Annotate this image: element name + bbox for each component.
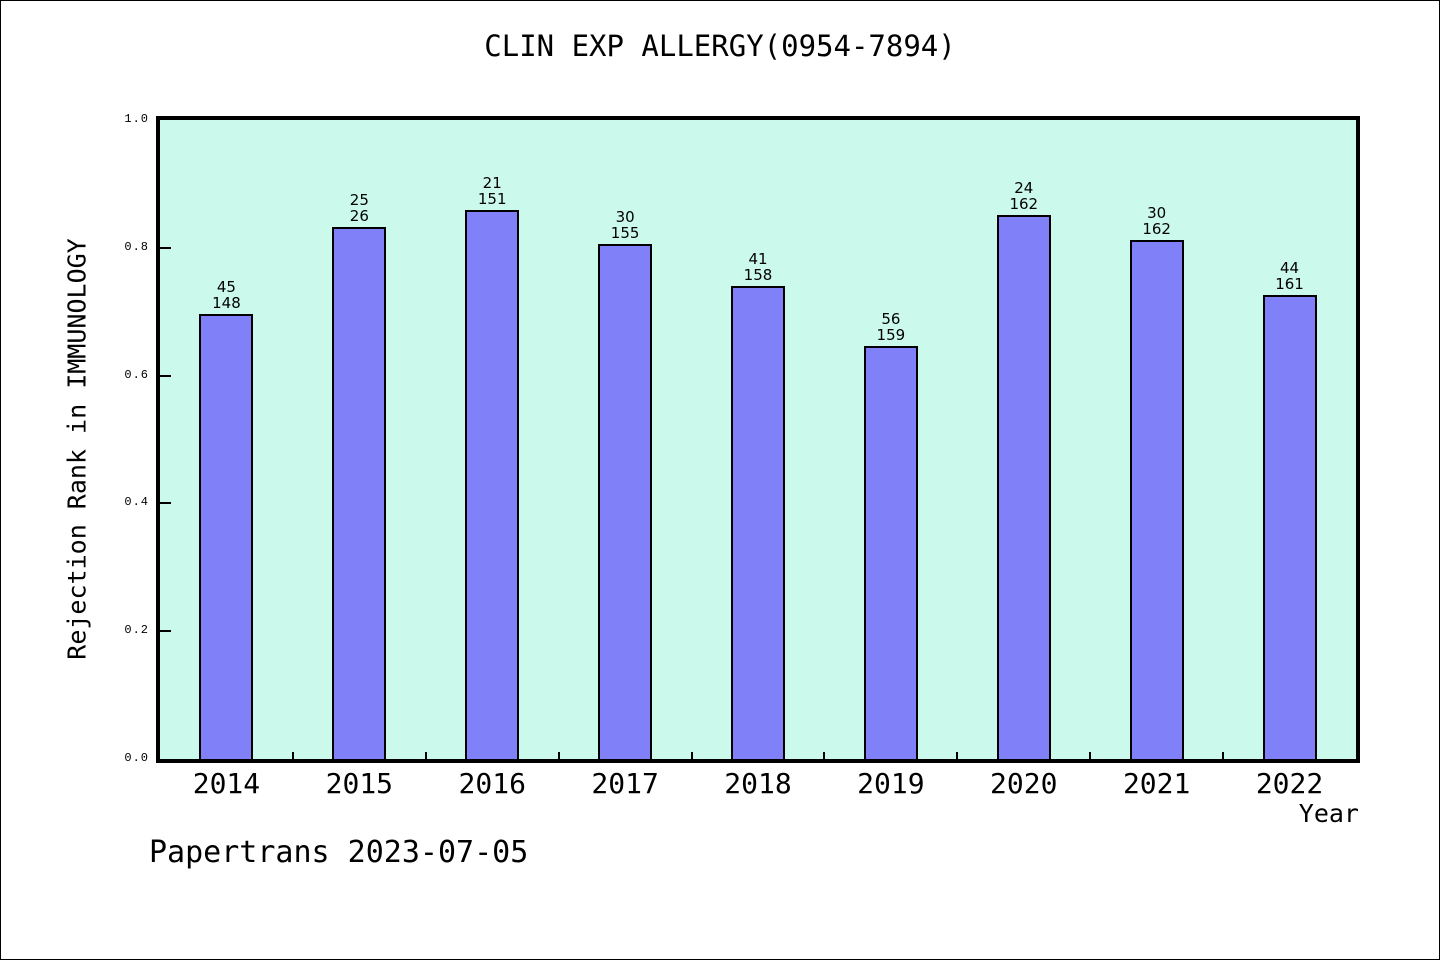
bar-value-bottom: 151 [477, 190, 507, 209]
x-tick-mark [823, 752, 826, 759]
y-tick-label-0.0: 0.0 [124, 751, 149, 765]
bar-value-top: 44 [1280, 259, 1300, 278]
bar-2019 [863, 345, 918, 759]
y-tick-label-0.4: 0.4 [124, 495, 149, 510]
bar-2014 [199, 314, 254, 759]
y-tick-label-0.2: 0.2 [124, 623, 149, 638]
bar-value-bottom: 148 [212, 294, 241, 313]
bar-2017 [598, 243, 653, 759]
x-tick-label-2018: 2018 [724, 767, 792, 800]
bar-2022 [1262, 295, 1317, 759]
bar-2020 [996, 215, 1051, 759]
bar-value-top: 21 [482, 174, 502, 193]
watermark-text: Papertrans 2023-07-05 [149, 835, 529, 870]
bar-2021 [1129, 239, 1184, 759]
bar-value-label-2017: 30 155 [570, 209, 680, 241]
y-tick-mark [160, 630, 171, 633]
bar-value-top: 45 [216, 278, 236, 297]
y-tick-mark [160, 246, 171, 249]
x-tick-label-2020: 2020 [990, 767, 1058, 800]
x-tick-label-2016: 2016 [458, 767, 526, 800]
bar-value-bottom: 26 [349, 206, 369, 225]
bar-value-top: 24 [1014, 179, 1034, 198]
bar-value-bottom: 162 [1142, 219, 1171, 238]
x-tick-label-2017: 2017 [591, 767, 659, 800]
bar-value-top: 30 [1147, 203, 1167, 222]
x-tick-label-2022: 2022 [1255, 767, 1324, 800]
bar-value-label-2015: 25 26 [304, 192, 414, 224]
bar-value-top: 41 [748, 250, 768, 269]
x-tick-mark [690, 752, 693, 759]
x-tick-mark [1222, 752, 1225, 759]
y-axis-title: Rejection Rank in IMMUNOLOGY [62, 238, 92, 660]
chart-title: CLIN EXP ALLERGY(0954-7894) [484, 29, 956, 63]
bar-value-top: 25 [349, 190, 369, 209]
bar-value-bottom: 158 [743, 266, 773, 285]
plot-area: 45 148 25 26 21 151 30 155 41 158 56 159 24 162 30 162 4… [156, 116, 1360, 763]
bar-value-bottom: 161 [1275, 275, 1304, 294]
bar-value-top: 56 [881, 309, 901, 328]
bar-2018 [731, 286, 785, 759]
bar-value-label-2018: 41 158 [703, 251, 813, 283]
bar-value-top: 30 [615, 207, 635, 226]
bar-value-label-2021: 30 162 [1102, 205, 1212, 237]
x-tick-label-2015: 2015 [325, 767, 394, 800]
bar-2016 [465, 210, 520, 759]
y-tick-label-1.0: 1.0 [124, 112, 149, 126]
bar-value-bottom: 162 [1009, 195, 1039, 214]
bar-value-bottom: 159 [876, 325, 906, 344]
bar-value-label-2014: 45 148 [171, 279, 281, 311]
bar-value-label-2022: 44 161 [1235, 260, 1345, 292]
x-axis-title: Year [1298, 799, 1359, 828]
x-tick-mark [291, 752, 294, 759]
x-tick-label-2021: 2021 [1122, 767, 1191, 800]
y-tick-mark [160, 374, 171, 377]
x-tick-mark [424, 752, 427, 759]
bar-value-label-2016: 21 151 [437, 175, 547, 207]
x-tick-mark [1089, 752, 1092, 759]
x-tick-label-2014: 2014 [192, 767, 261, 800]
y-tick-label-0.8: 0.8 [124, 239, 149, 254]
x-tick-mark [557, 752, 560, 759]
y-tick-label-0.6: 0.6 [124, 367, 149, 382]
bar-value-label-2020: 24 162 [969, 180, 1079, 212]
bar-value-label-2019: 56 159 [836, 311, 946, 343]
x-tick-label-2019: 2019 [857, 767, 925, 800]
bar-2015 [332, 226, 387, 759]
y-tick-mark [160, 502, 171, 505]
x-tick-mark [956, 752, 959, 759]
bar-value-bottom: 155 [610, 223, 640, 242]
